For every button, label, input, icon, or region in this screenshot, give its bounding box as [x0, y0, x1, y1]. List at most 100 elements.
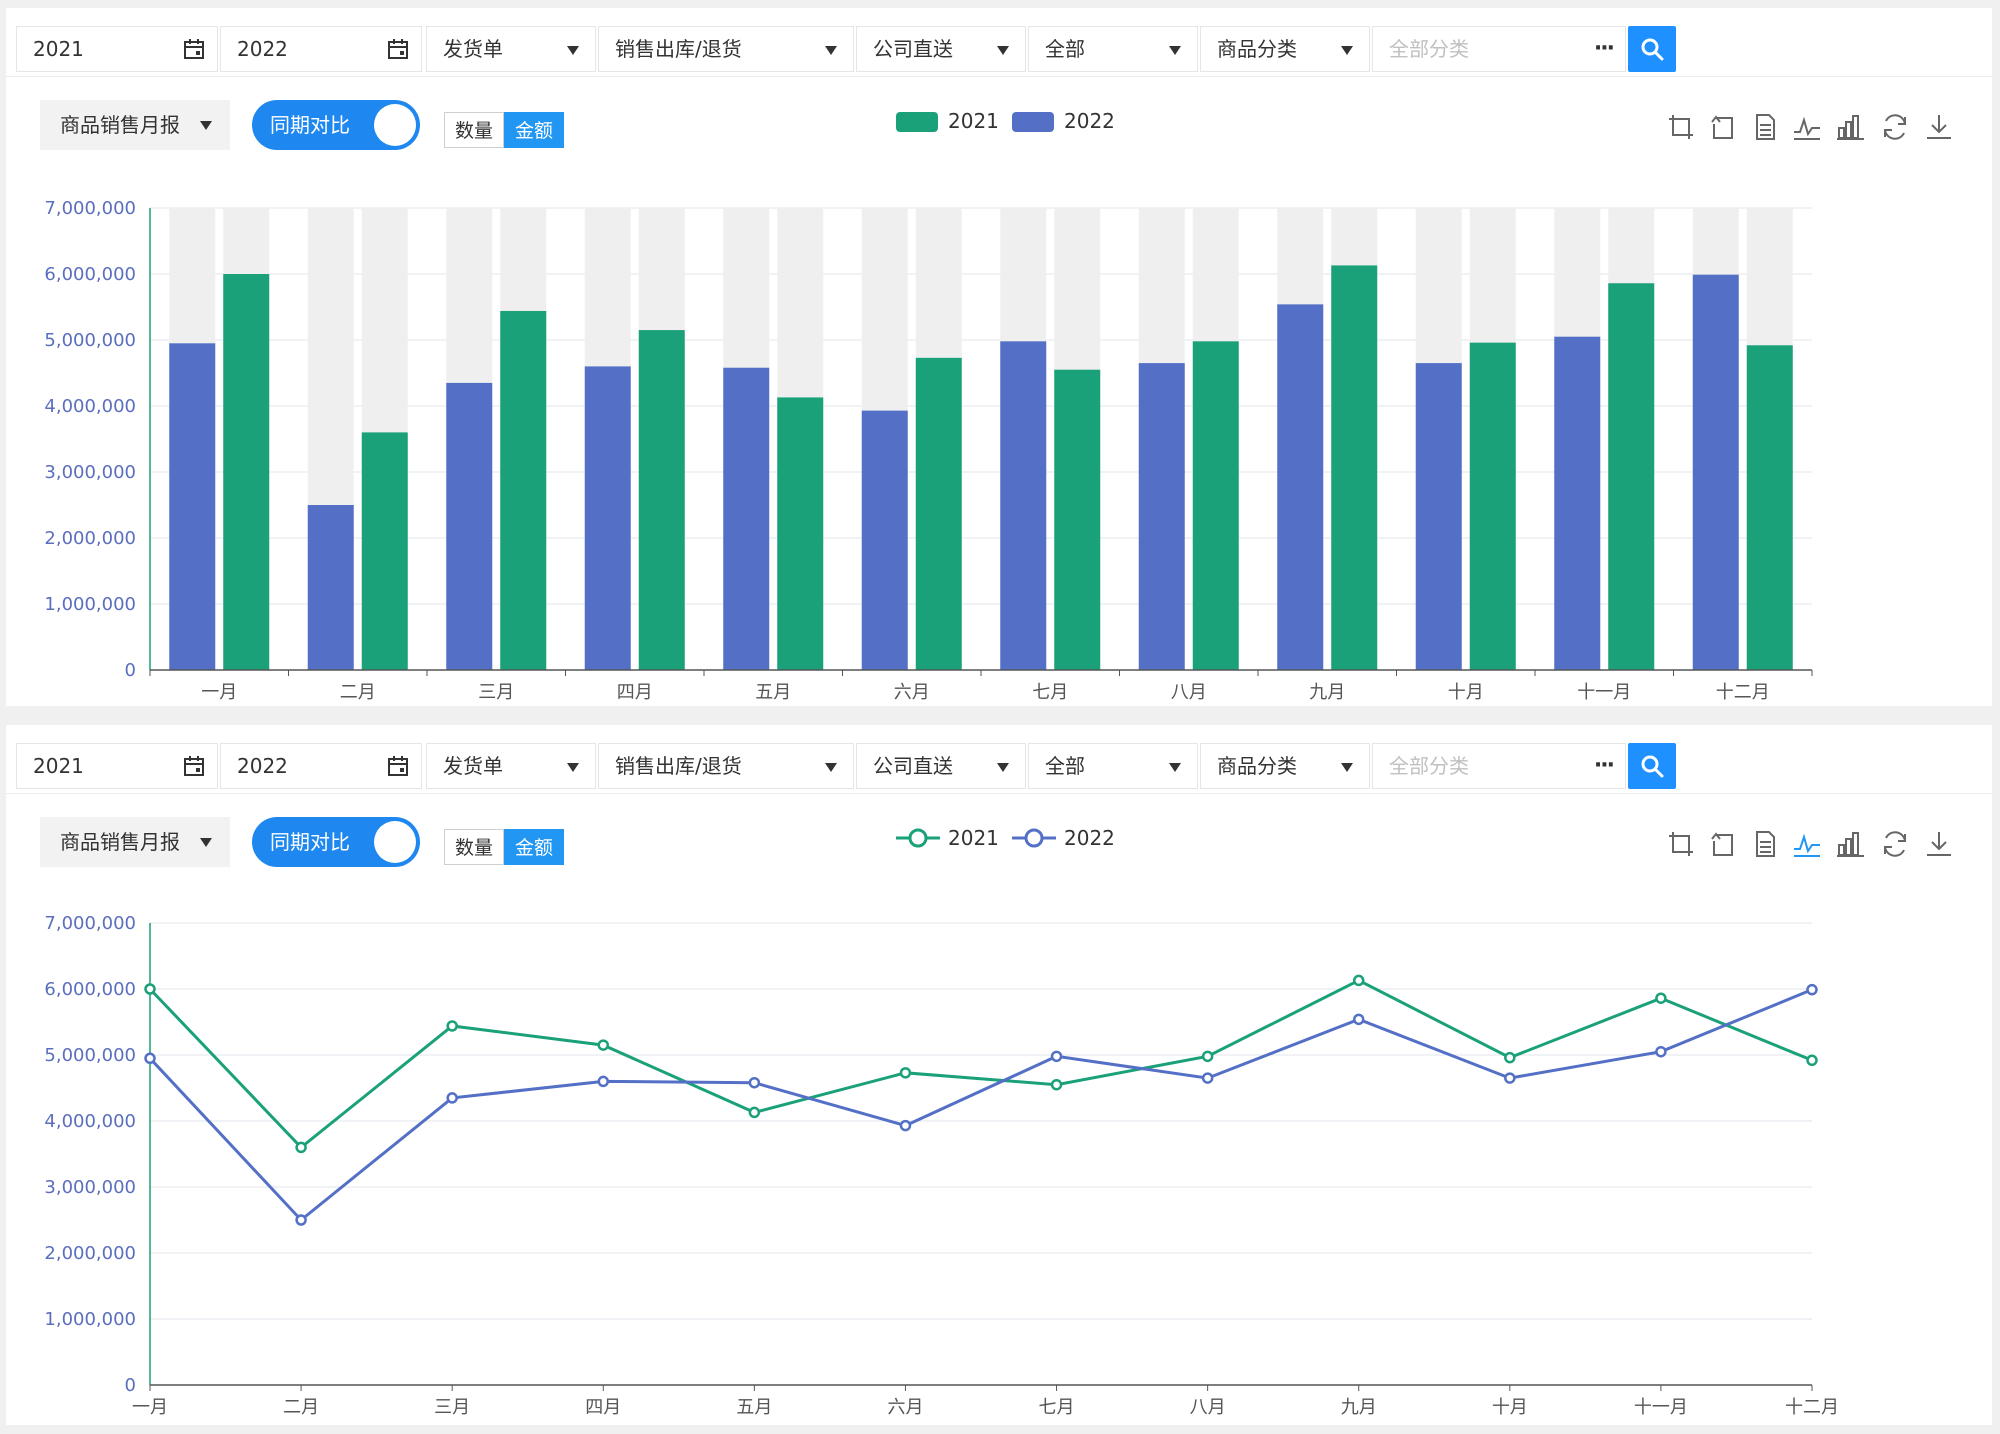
refresh-icon[interactable]	[1880, 112, 1910, 142]
x-tick-label: 七月	[1039, 1397, 1075, 1418]
category-picker[interactable]: 全部分类 ···	[1372, 743, 1626, 789]
y-tick-label: 3,000,000	[44, 1177, 136, 1198]
legend-label: 2022	[1064, 826, 1115, 850]
y-tick-label: 5,000,000	[44, 1045, 136, 1066]
delivery-select[interactable]: 公司直送	[856, 743, 1026, 789]
search-button[interactable]	[1628, 26, 1676, 72]
document-icon[interactable]	[1750, 829, 1780, 859]
start-year-picker[interactable]: 2021	[16, 743, 218, 789]
x-tick-label: 八月	[1190, 1397, 1226, 1418]
chart-controls: 商品销售月报 同期对比 数量 金额 2021 2022	[6, 793, 1992, 883]
data-point-2021	[1352, 974, 1365, 987]
line-chart-panel: 2021 2022 发货单 销售出库/退货 公司直送 全部 商品分类 全部分类	[6, 725, 1992, 1425]
report-type-select[interactable]: 商品销售月报	[40, 817, 230, 867]
more-icon[interactable]: ···	[1593, 36, 1615, 61]
line-chart: 0 1,000,000 2,000,000 3,000,000 4,000,000 5,0…	[44, 913, 1839, 1418]
end-year-value: 2022	[237, 754, 288, 778]
chart-controls: 商品销售月报 同期对比 数量 金额 2021 2022	[6, 76, 1992, 166]
data-point-2022	[295, 1214, 307, 1226]
bar-chart-panel: 2021 2022 发货单 销售出库/退货 公司直送 全部 商品分类 全部分类	[6, 8, 1992, 706]
data-point-2022	[446, 1092, 458, 1104]
report-type-select[interactable]: 商品销售月报	[40, 100, 230, 150]
start-year-value: 2021	[33, 754, 84, 778]
download-icon[interactable]	[1924, 112, 1954, 142]
data-point-2022	[899, 1119, 912, 1132]
crop-back-icon[interactable]	[1708, 112, 1738, 142]
bar-2022	[1192, 341, 1239, 670]
search-button[interactable]	[1628, 743, 1676, 789]
bar-chart-icon[interactable]	[1836, 112, 1866, 142]
document-icon[interactable]	[1750, 112, 1780, 142]
data-point-2021	[899, 1067, 912, 1079]
end-year-picker[interactable]: 2022	[220, 26, 422, 72]
toggle-knob	[374, 821, 416, 863]
bar-2022	[500, 310, 547, 670]
chevron-down-icon	[200, 838, 212, 847]
report-type-value: 商品销售月报	[60, 113, 180, 137]
bar-2021	[169, 343, 216, 670]
movement-value: 销售出库/退货	[615, 754, 742, 778]
legend-label: 2022	[1064, 109, 1115, 133]
data-point-2022	[144, 1052, 156, 1065]
series-line-2022	[148, 988, 1813, 1223]
metric-amount-option[interactable]: 金额	[504, 829, 565, 865]
category-type-select[interactable]: 商品分类	[1200, 743, 1370, 789]
y-tick-label: 2,000,000	[44, 528, 136, 549]
compare-toggle[interactable]: 同期对比	[252, 100, 420, 150]
x-tick-label: 五月	[736, 1397, 772, 1418]
y-tick-label: 6,000,000	[44, 264, 136, 285]
data-point-2022	[597, 1075, 610, 1088]
data-point-2022	[1504, 1072, 1516, 1084]
end-year-value: 2022	[237, 37, 288, 61]
line-chart-icon[interactable]	[1792, 112, 1822, 142]
bar-2021	[307, 505, 354, 670]
chevron-down-icon	[1341, 46, 1353, 55]
movement-value: 销售出库/退货	[615, 37, 742, 61]
bar-2021	[1554, 336, 1601, 670]
line-chart-icon[interactable]	[1792, 829, 1822, 859]
bar-2021	[1138, 363, 1185, 670]
download-icon[interactable]	[1924, 829, 1954, 859]
x-tick-label: 三月	[434, 1397, 470, 1418]
x-tick-label: 三月	[478, 682, 514, 703]
refresh-icon[interactable]	[1880, 829, 1910, 859]
x-tick-label: 四月	[585, 1397, 621, 1418]
more-icon[interactable]: ···	[1593, 753, 1615, 778]
metric-quantity-option[interactable]: 数量	[444, 112, 505, 148]
x-tick-label: 二月	[340, 682, 376, 703]
category-picker[interactable]: 全部分类 ···	[1372, 26, 1626, 72]
scope-select[interactable]: 全部	[1028, 743, 1198, 789]
x-tick-label: 十一月	[1577, 682, 1631, 703]
bar-chart: 0 1,000,000 2,000,000 3,000,000 4,000,000 5,0…	[44, 198, 1813, 703]
crop-back-icon[interactable]	[1708, 829, 1738, 859]
movement-select[interactable]: 销售出库/退货	[598, 743, 854, 789]
category-placeholder: 全部分类	[1389, 37, 1469, 61]
doc-type-select[interactable]: 发货单	[426, 26, 596, 72]
start-year-picker[interactable]: 2021	[16, 26, 218, 72]
category-type-select[interactable]: 商品分类	[1200, 26, 1370, 72]
data-point-2021	[1504, 1051, 1516, 1064]
x-tick-label: 六月	[887, 1397, 923, 1418]
crop-icon[interactable]	[1666, 112, 1696, 142]
scope-select[interactable]: 全部	[1028, 26, 1198, 72]
y-tick-label: 1,000,000	[44, 1309, 136, 1330]
end-year-picker[interactable]: 2022	[220, 743, 422, 789]
crop-icon[interactable]	[1666, 829, 1696, 859]
category-type-value: 商品分类	[1217, 37, 1297, 61]
bar-2022	[1469, 342, 1516, 670]
delivery-select[interactable]: 公司直送	[856, 26, 1026, 72]
x-tick-label: 五月	[755, 682, 791, 703]
bar-2021	[1000, 341, 1047, 670]
filter-bar: 2021 2022 发货单 销售出库/退货 公司直送 全部 商品分类 全部分类	[6, 725, 1992, 794]
bar-chart-icon[interactable]	[1836, 829, 1866, 859]
y-tick-label: 4,000,000	[44, 1111, 136, 1132]
chevron-down-icon	[997, 46, 1009, 55]
toggle-knob	[374, 104, 416, 146]
movement-select[interactable]: 销售出库/退货	[598, 26, 854, 72]
bar-2022	[361, 432, 408, 670]
metric-quantity-option[interactable]: 数量	[444, 829, 505, 865]
compare-toggle[interactable]: 同期对比	[252, 817, 420, 867]
metric-amount-option[interactable]: 金额	[504, 112, 565, 148]
bar-2022	[1608, 283, 1655, 670]
doc-type-select[interactable]: 发货单	[426, 743, 596, 789]
